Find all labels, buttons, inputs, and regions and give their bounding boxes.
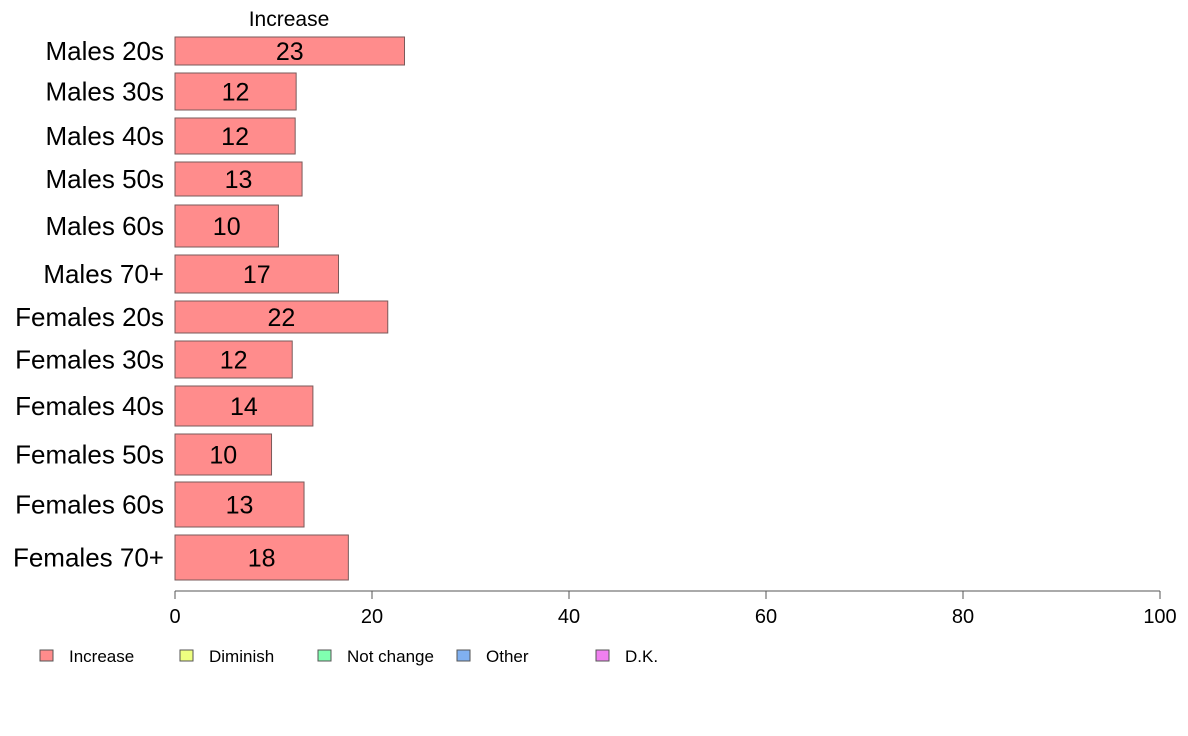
category-label: Females 70+ bbox=[13, 543, 164, 573]
bar bbox=[174, 481, 305, 528]
bar-value-label: 22 bbox=[267, 304, 295, 332]
category-label: Males 70+ bbox=[43, 259, 164, 289]
bar bbox=[174, 72, 297, 111]
bar-value-label: 10 bbox=[213, 213, 241, 241]
legend-label: Other bbox=[486, 647, 529, 666]
category-label: Females 20s bbox=[15, 302, 164, 332]
column-header: Increase bbox=[249, 8, 330, 31]
bar bbox=[174, 385, 314, 427]
category-label: Females 50s bbox=[15, 440, 164, 470]
category-label: Males 40s bbox=[46, 121, 165, 151]
bars bbox=[174, 36, 406, 581]
category-label: Males 60s bbox=[46, 211, 165, 241]
legend-swatch bbox=[179, 649, 194, 662]
x-tick-label: 100 bbox=[1143, 606, 1176, 628]
bar-value-label: 12 bbox=[220, 347, 248, 375]
bar bbox=[174, 204, 279, 248]
x-tick-label: 60 bbox=[755, 606, 777, 628]
category-label: Females 30s bbox=[15, 345, 164, 375]
legend-swatch bbox=[39, 649, 54, 662]
x-axis: 0 20 40 60 80 100 bbox=[169, 590, 1177, 628]
legend-label: D.K. bbox=[625, 647, 658, 666]
x-tick-label: 0 bbox=[169, 606, 180, 628]
bar bbox=[174, 300, 389, 334]
bar-value-label: 13 bbox=[225, 166, 253, 194]
category-label: Males 20s bbox=[46, 36, 165, 66]
x-tick-label: 40 bbox=[558, 606, 580, 628]
bar-value-label: 12 bbox=[222, 79, 250, 107]
bar bbox=[174, 254, 340, 294]
bar-value-label: 14 bbox=[230, 393, 258, 421]
category-labels: Males 20s Males 30s Males 40s Males 50s Male… bbox=[13, 36, 164, 573]
category-label: Females 40s bbox=[15, 391, 164, 421]
x-tick-label: 80 bbox=[952, 606, 974, 628]
bar-value-label: 10 bbox=[209, 442, 237, 470]
bar bbox=[174, 534, 349, 581]
legend-label: Diminish bbox=[209, 647, 274, 666]
bar-value-label: 18 bbox=[248, 545, 276, 573]
x-tick-label: 20 bbox=[361, 606, 383, 628]
legend-swatch bbox=[317, 649, 332, 662]
legend: Increase Diminish Not change Other D.K. bbox=[39, 647, 658, 666]
legend-label: Increase bbox=[69, 647, 134, 666]
bar-value-label: 13 bbox=[226, 492, 254, 520]
legend-swatch bbox=[456, 649, 471, 662]
bar bbox=[174, 433, 273, 476]
bar bbox=[174, 36, 406, 66]
category-label: Males 50s bbox=[46, 164, 165, 194]
bar-value-label: 12 bbox=[221, 123, 249, 151]
bar bbox=[174, 340, 293, 379]
bar bbox=[174, 117, 296, 155]
category-label: Males 30s bbox=[46, 77, 165, 107]
bar-value-label: 17 bbox=[243, 261, 271, 289]
bar bbox=[174, 161, 303, 197]
category-label: Females 60s bbox=[15, 490, 164, 520]
legend-swatch bbox=[595, 649, 610, 662]
legend-label: Not change bbox=[347, 647, 434, 666]
bar-value-label: 23 bbox=[276, 38, 304, 66]
